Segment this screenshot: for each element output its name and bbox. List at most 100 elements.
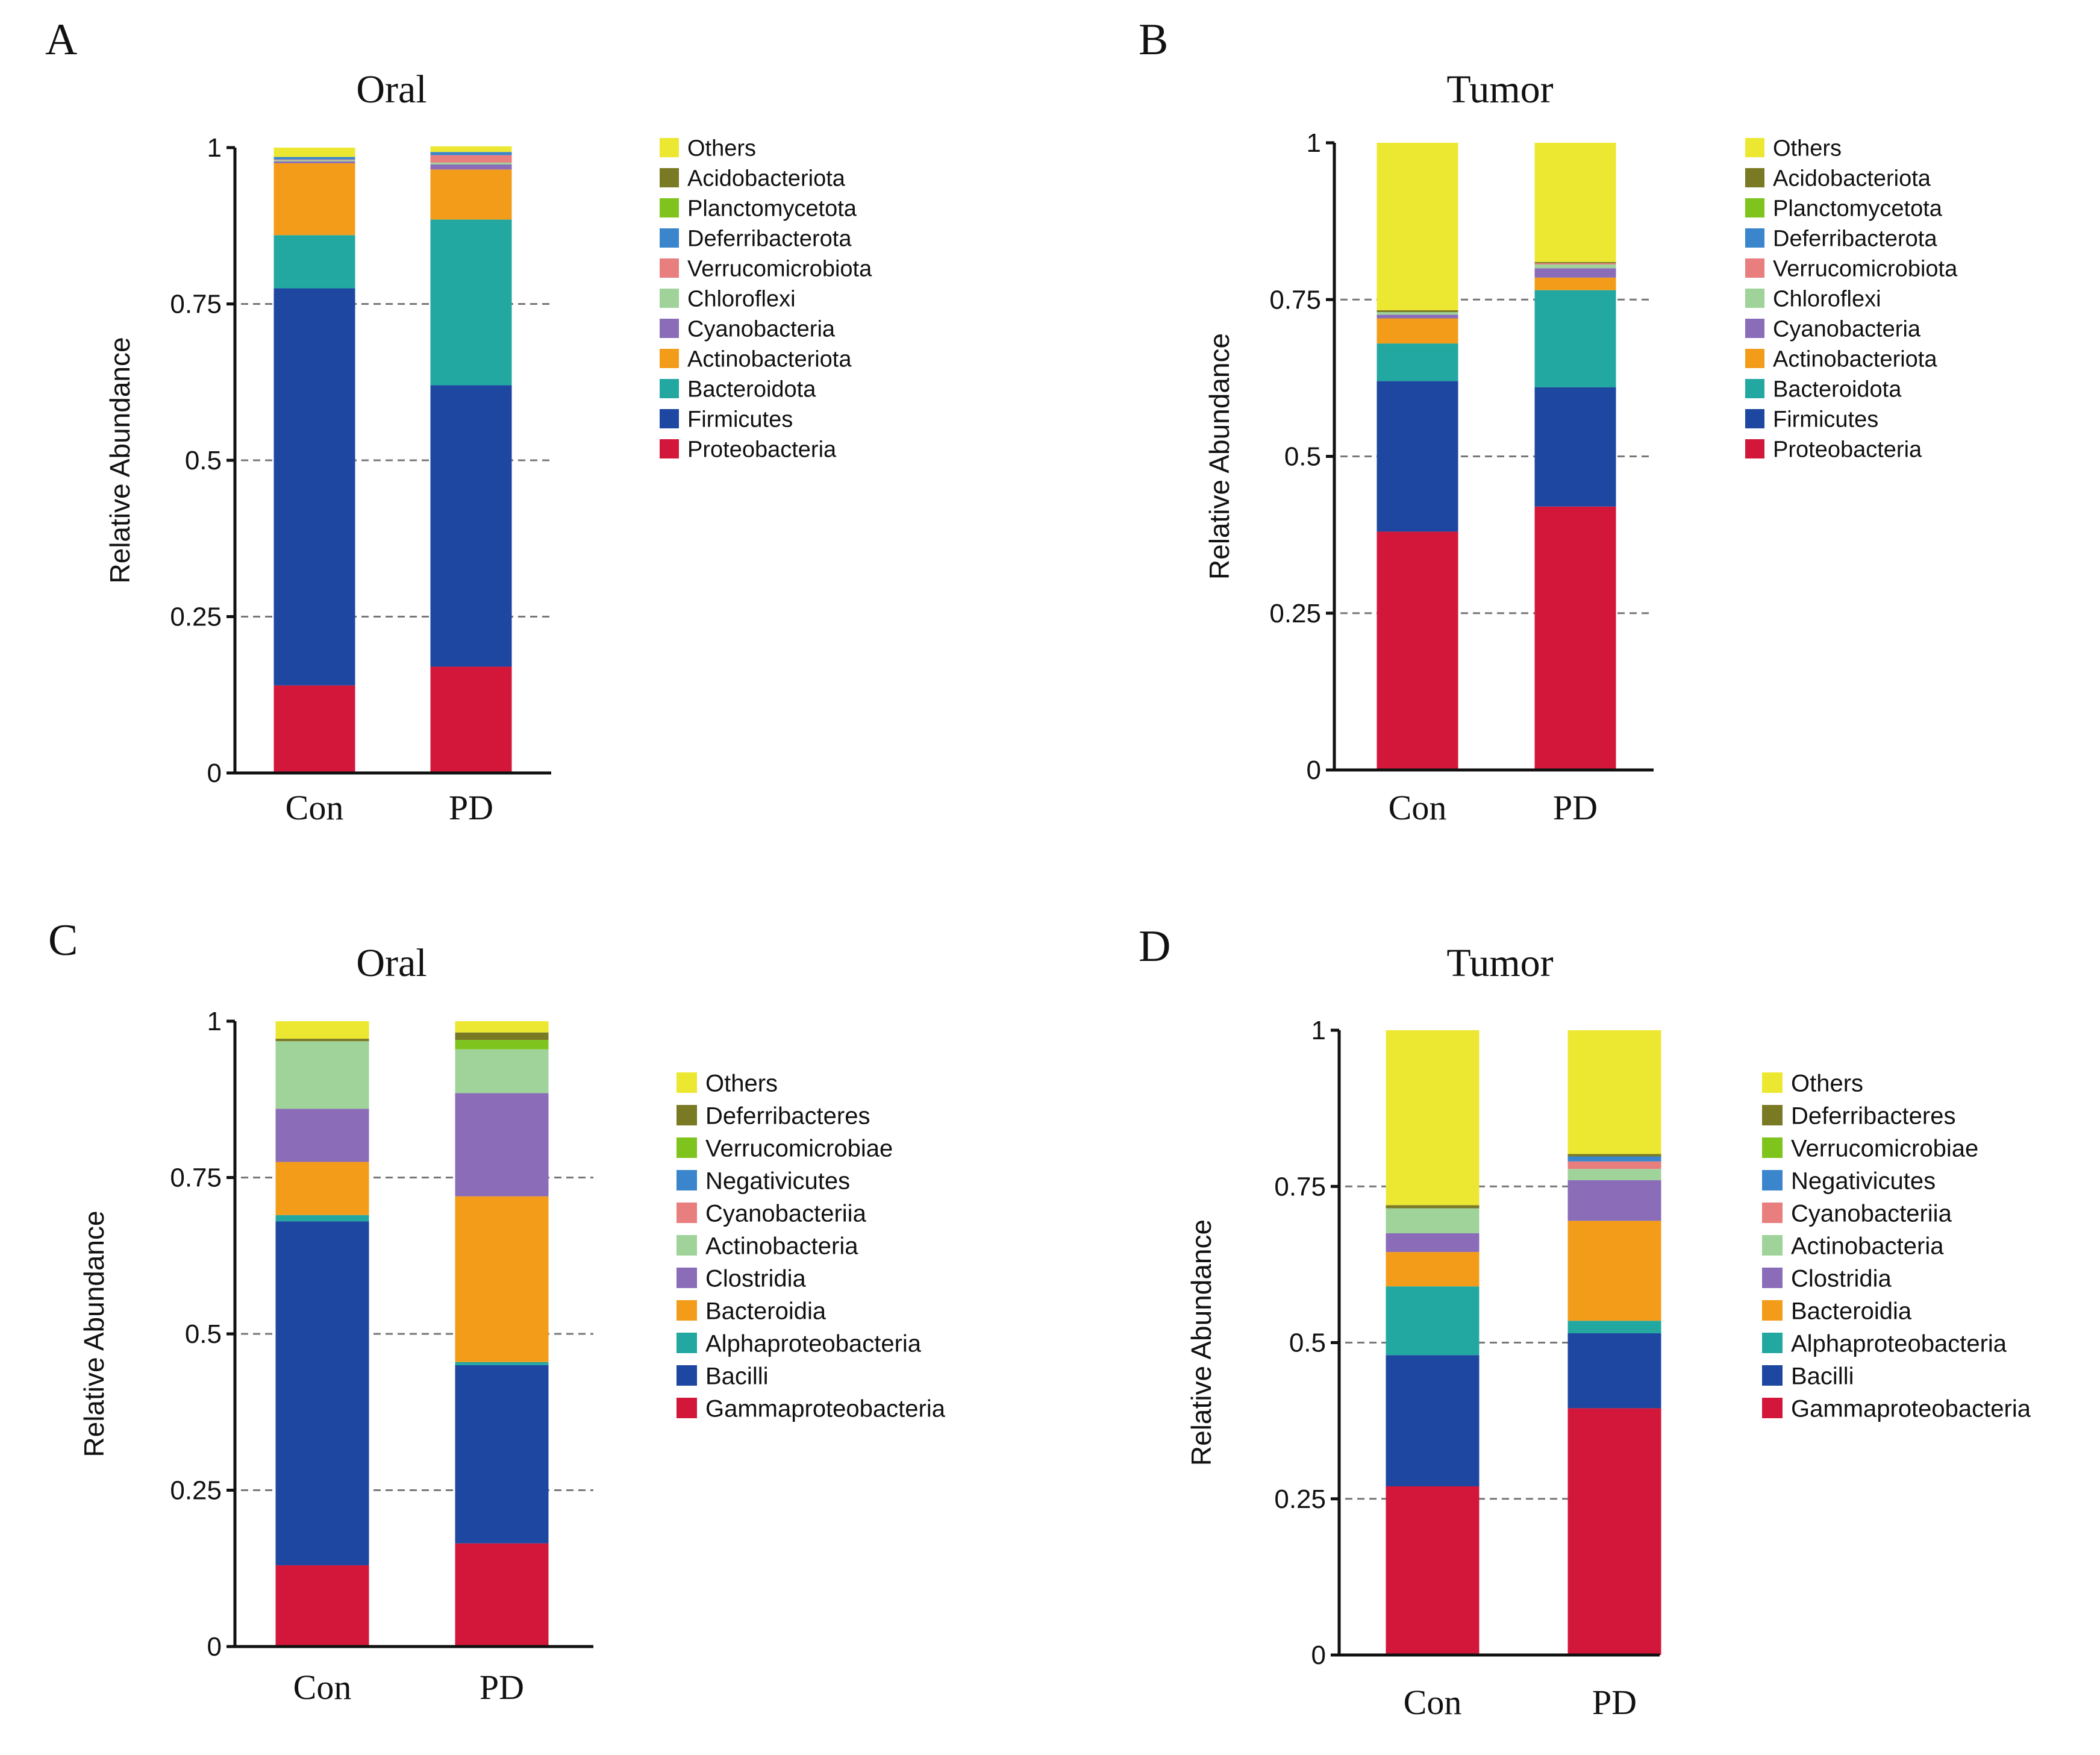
panel-letter: D: [1139, 922, 1170, 971]
bar-segment-pd-acidobacteriota: [1534, 261, 1616, 263]
x-tick-label: PD: [449, 788, 493, 827]
legend-label: Proteobacteria: [687, 437, 837, 463]
y-tick-label: 0.75: [1269, 285, 1321, 314]
legend: Others Deferribacteres Verrucomicrobiae Neg…: [1762, 1070, 2031, 1422]
legend-label: Others: [1791, 1070, 1863, 1096]
legend-swatch-others: [677, 1072, 697, 1093]
y-tick-label: 0.5: [185, 1319, 222, 1349]
x-tick-label: Con: [286, 788, 344, 827]
chart-panel-a: A Oral Con PD 0 0.25 0.5 0.75 1 Relative Abundanc…: [45, 15, 872, 827]
legend-label: Cyanobacteria: [687, 317, 836, 342]
legend-label: Planctomycetota: [1773, 196, 1943, 222]
bar-segment-con-cyanobacteria: [1377, 314, 1458, 319]
legend-swatch-alphaproteobacteria: [1762, 1333, 1783, 1353]
bar-segment-con-actinobacteriota: [1377, 318, 1458, 344]
legend-label: Acidobacteriota: [687, 166, 846, 192]
legend-swatch-cyanobacteriia: [677, 1203, 697, 1223]
bar-segment-con-acidobacteriota: [1377, 310, 1458, 313]
bar-segment-pd-others: [1567, 1030, 1661, 1154]
bar-segment-con-bacteroidia: [1386, 1252, 1480, 1287]
legend-swatch-deferribacteres: [677, 1105, 697, 1125]
bar-segment-pd-alphaproteobacteria: [455, 1362, 549, 1365]
chart-panel-d: D Tumor Con PD 0 0.25 0.5 0.75 1 Relative Abundan…: [1139, 922, 2031, 1722]
x-tick-label: Con: [293, 1668, 352, 1707]
bar-segment-con-gammaproteobacteria: [1386, 1486, 1480, 1655]
legend: Others Deferribacteres Verrucomicrobiae Neg…: [677, 1070, 946, 1422]
y-tick-label: 0.5: [1284, 442, 1321, 472]
bar-segment-con-deferribacteres: [1386, 1205, 1480, 1209]
panel-letter: A: [45, 15, 77, 64]
legend-swatch-cyanobacteria: [660, 319, 679, 338]
bar-segment-pd-firmicutes: [1534, 387, 1616, 507]
legend-label: Deferribacterota: [1773, 227, 1937, 252]
y-axis-label: Relative Abundance: [1186, 1219, 1217, 1466]
bar-segment-con-actinobacteria: [275, 1041, 369, 1109]
legend-label: Cyanobacteriia: [705, 1200, 867, 1227]
legend-swatch-verrucomicrobiota: [1745, 258, 1764, 278]
legend-swatch-bacteroidota: [1745, 379, 1764, 398]
legend-swatch-acidobacteriota: [660, 168, 679, 187]
legend-label: Negativicutes: [1791, 1168, 1936, 1194]
bar-segment-pd-alphaproteobacteria: [1567, 1321, 1661, 1333]
bar-segment-pd-clostridia: [1567, 1180, 1661, 1221]
bar-segment-con-bacilli: [1386, 1355, 1480, 1487]
bar-segment-pd-deferribacterota: [430, 152, 512, 155]
legend-swatch-planctomycetota: [1745, 198, 1764, 217]
legend-swatch-gammaproteobacteria: [677, 1398, 697, 1418]
legend-swatch-actinobacteriota: [1745, 349, 1764, 368]
legend-swatch-deferribacterota: [1745, 228, 1764, 248]
legend-label: Actinobacteria: [1791, 1233, 1944, 1259]
bar-segment-pd-firmicutes: [430, 385, 512, 667]
legend-label: Bacilli: [1791, 1363, 1854, 1389]
y-tick-label: 0.25: [1274, 1484, 1326, 1514]
legend-swatch-gammaproteobacteria: [1762, 1398, 1783, 1418]
bar-segment-pd-clostridia: [455, 1093, 549, 1197]
legend-label: Chloroflexi: [687, 287, 796, 312]
legend-label: Acidobacteriota: [1773, 166, 1931, 192]
legend-swatch-cyanobacteria: [1745, 319, 1764, 338]
y-axis-label: Relative Abundance: [78, 1210, 110, 1457]
legend-swatch-bacilli: [1762, 1365, 1783, 1386]
bar-segment-pd-chloroflexi: [430, 162, 512, 165]
legend-label: Gammaproteobacteria: [1791, 1395, 2031, 1422]
x-tick-label: PD: [480, 1668, 524, 1707]
legend-swatch-bacteroidia: [1762, 1300, 1783, 1321]
legend-label: Bacilli: [705, 1363, 768, 1389]
y-tick-label: 1: [1311, 1016, 1326, 1045]
y-tick-label: 1: [207, 133, 222, 163]
bar-segment-con-firmicutes: [273, 288, 355, 686]
legend-swatch-planctomycetota: [660, 198, 679, 217]
legend-label: Firmicutes: [1773, 407, 1878, 433]
legend-swatch-firmicutes: [1745, 409, 1764, 428]
legend-label: Deferribacteres: [705, 1103, 870, 1129]
legend-swatch-clostridia: [1762, 1268, 1783, 1288]
legend-swatch-deferribacterota: [660, 228, 679, 248]
legend-swatch-negativicutes: [1762, 1170, 1783, 1190]
legend-label: Actinobacteriota: [1773, 347, 1937, 372]
bar-segment-pd-actinobacteria: [455, 1049, 549, 1093]
legend-label: Cyanobacteriia: [1791, 1200, 1952, 1227]
y-tick-label: 1: [207, 1007, 222, 1036]
legend-swatch-actinobacteria: [1762, 1235, 1783, 1256]
bar-segment-pd-cyanobacteria: [430, 164, 512, 170]
legend-label: Firmicutes: [687, 407, 793, 433]
bar-segment-con-chloroflexi: [1377, 312, 1458, 315]
bar-segment-con-alphaproteobacteria: [275, 1215, 369, 1222]
legend-swatch-chloroflexi: [660, 289, 679, 308]
bar-segment-pd-others: [1534, 143, 1616, 262]
bar-segment-pd-bacilli: [455, 1365, 549, 1544]
legend-label: Chloroflexi: [1773, 287, 1881, 312]
bar-segment-pd-others: [430, 146, 512, 152]
bar-segment-pd-actinobacteriota: [1534, 277, 1616, 290]
bar-segment-pd-bacteroidia: [455, 1196, 549, 1362]
bar-segment-pd-deferribacteres: [455, 1032, 549, 1040]
legend-label: Proteobacteria: [1773, 437, 1922, 463]
legend-swatch-bacteroidia: [677, 1300, 697, 1321]
legend-swatch-clostridia: [677, 1268, 697, 1288]
y-tick-label: 0.5: [185, 446, 222, 475]
legend-label: Planctomycetota: [687, 196, 857, 222]
bar-segment-pd-proteobacteria: [1534, 506, 1616, 770]
legend-label: Gammaproteobacteria: [705, 1395, 946, 1422]
bar-segment-con-bacilli: [275, 1221, 369, 1566]
